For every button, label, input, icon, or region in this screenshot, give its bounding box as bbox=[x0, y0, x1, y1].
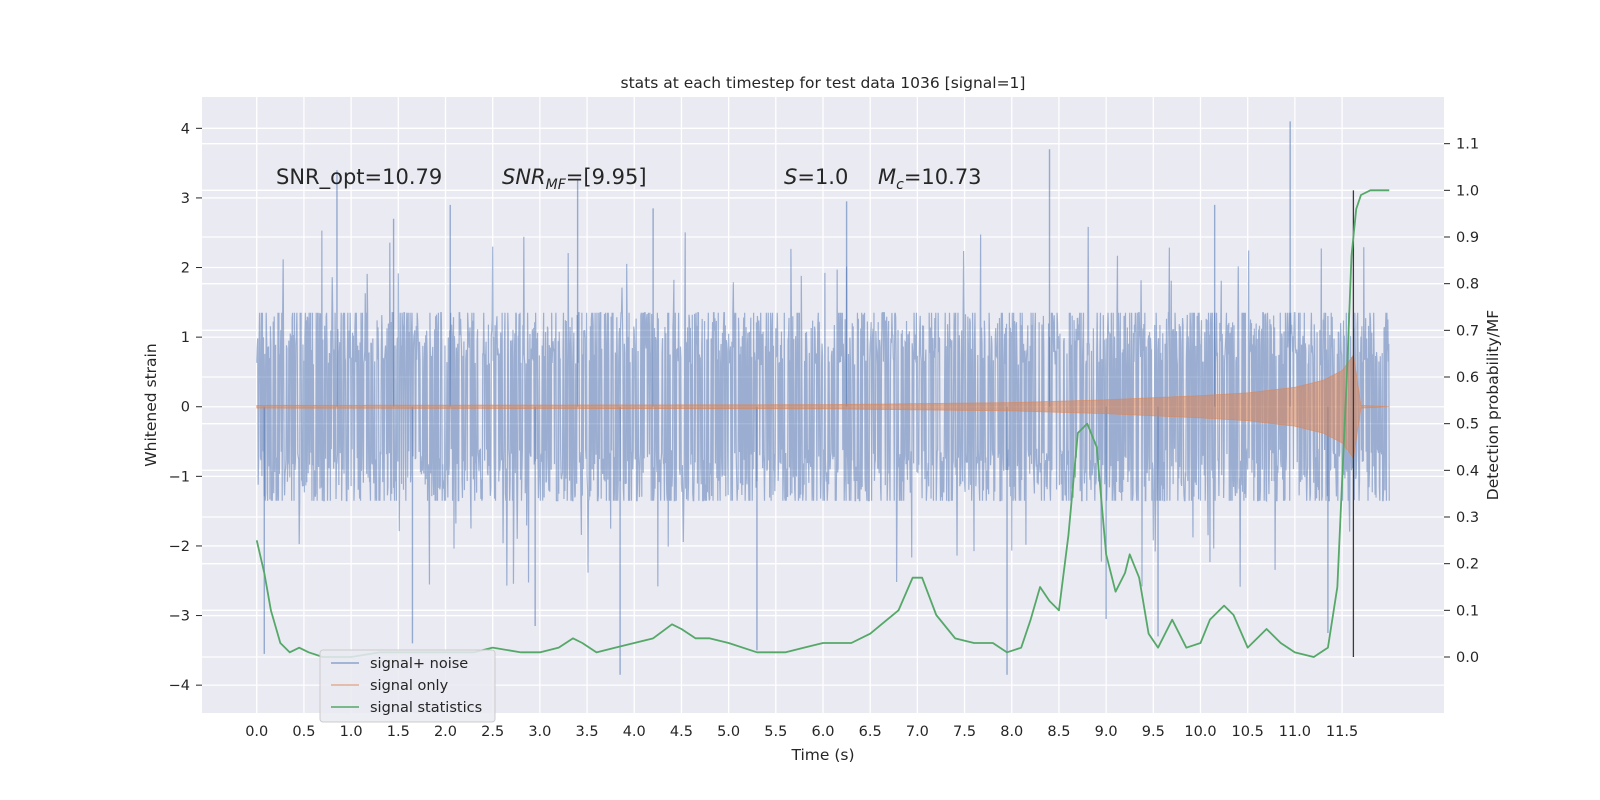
series-signal-noise bbox=[256, 226, 1390, 587]
y-tick-label: 4 bbox=[181, 121, 190, 137]
y2-tick-label: 1.0 bbox=[1456, 183, 1479, 199]
y2-tick-label: 0.0 bbox=[1456, 650, 1479, 666]
x-tick-label: 1.0 bbox=[340, 724, 363, 740]
series-signal-only bbox=[256, 353, 1390, 461]
y2-tick-label: 0.4 bbox=[1456, 463, 1479, 479]
x-tick-label: 11.0 bbox=[1279, 724, 1311, 740]
y2-tick-label: 0.3 bbox=[1456, 510, 1479, 526]
x-tick-label: 9.5 bbox=[1142, 724, 1165, 740]
annotation-snr-mf: SNRMF=[9.95] bbox=[502, 165, 647, 193]
s-symbol: S bbox=[784, 165, 797, 189]
y-tick-label: −4 bbox=[169, 678, 190, 694]
y-tick-label: 3 bbox=[181, 191, 190, 207]
y-tick-label: −1 bbox=[169, 469, 190, 485]
snr-mf-value: =[9.95] bbox=[566, 165, 647, 189]
x-tick-label: 5.5 bbox=[764, 724, 787, 740]
annotation-s: S=1.0 bbox=[784, 165, 848, 189]
x-ticks: 0.0 0.5 1.0 1.5 2.0 2.5 3.0 3.5 4.0 4.5 5.0 5.5 6.0 6… bbox=[245, 724, 1358, 740]
mc-subscript: c bbox=[896, 177, 904, 193]
legend-label-signal-statistics: signal statistics bbox=[370, 700, 482, 716]
annotation-mc: Mc=10.73 bbox=[878, 165, 982, 193]
x-tick-label: 8.0 bbox=[1000, 724, 1023, 740]
x-tick-label: 5.0 bbox=[717, 724, 740, 740]
x-tick-label: 4.5 bbox=[670, 724, 693, 740]
y-tick-label: 1 bbox=[181, 330, 190, 346]
mc-value: =10.73 bbox=[904, 165, 982, 189]
y2-tick-label: 0.6 bbox=[1456, 370, 1479, 386]
x-tick-label: 8.5 bbox=[1047, 724, 1070, 740]
y2-tick-label: 0.8 bbox=[1456, 277, 1479, 293]
x-axis-label: Time (s) bbox=[790, 746, 854, 764]
y2-tick-label: 1.1 bbox=[1456, 137, 1479, 153]
y2-ticks: 1.1 1.0 0.9 0.8 0.7 0.6 0.5 0.4 0.3 0.2 0.1 0.0 bbox=[1444, 137, 1479, 666]
x-tick-label: 3.0 bbox=[528, 724, 551, 740]
legend-box bbox=[319, 649, 496, 723]
y2-tick-label: 0.9 bbox=[1456, 230, 1479, 246]
x-tick-label: 10.0 bbox=[1184, 724, 1216, 740]
y-axis-label: Whitened strain bbox=[142, 343, 160, 466]
y2-tick-label: 0.1 bbox=[1456, 603, 1479, 619]
y-tick-label: −2 bbox=[169, 539, 190, 555]
legend: signal+ noise signal only signal statist… bbox=[319, 649, 496, 723]
x-tick-label: 7.5 bbox=[953, 724, 976, 740]
series-signal-statistics bbox=[255, 189, 1390, 658]
legend-label-signal-only: signal only bbox=[370, 678, 449, 694]
y2-tick-label: 0.5 bbox=[1456, 417, 1479, 433]
x-tick-label: 2.5 bbox=[481, 724, 504, 740]
x-tick-label: 1.5 bbox=[387, 724, 410, 740]
x-tick-label: 6.0 bbox=[811, 724, 834, 740]
series-layer bbox=[255, 121, 1390, 675]
x-tick-label: 7.0 bbox=[906, 724, 929, 740]
x-tick-label: 10.5 bbox=[1232, 724, 1264, 740]
x-tick-label: 0.5 bbox=[292, 724, 315, 740]
x-tick-label: 11.5 bbox=[1326, 724, 1358, 740]
x-tick-label: 6.5 bbox=[859, 724, 882, 740]
x-tick-label: 9.0 bbox=[1095, 724, 1118, 740]
x-tick-label: 0.0 bbox=[245, 724, 268, 740]
y2-axis-label: Detection probability/MF bbox=[1484, 310, 1502, 501]
chart-title: stats at each timestep for test data 103… bbox=[621, 74, 1026, 92]
x-tick-label: 3.5 bbox=[576, 724, 599, 740]
annotation-snr-opt: SNR_opt=10.79 bbox=[276, 165, 442, 190]
y-tick-label: 2 bbox=[181, 261, 190, 277]
y2-tick-label: 0.7 bbox=[1456, 323, 1479, 339]
s-value: =1.0 bbox=[797, 165, 848, 189]
y2-tick-label: 0.2 bbox=[1456, 557, 1479, 573]
mc-symbol: M bbox=[878, 165, 896, 189]
x-tick-label: 2.0 bbox=[434, 724, 457, 740]
x-tick-label: 4.0 bbox=[623, 724, 646, 740]
legend-label-signal-noise: signal+ noise bbox=[370, 656, 468, 672]
snr-mf-subscript: MF bbox=[546, 177, 567, 193]
y-tick-label: −3 bbox=[169, 609, 190, 625]
y-ticks: 4 3 2 1 0 −1 −2 −3 −4 bbox=[169, 121, 202, 694]
snr-mf-symbol: SNR bbox=[502, 165, 546, 189]
y-tick-label: 0 bbox=[181, 400, 190, 416]
